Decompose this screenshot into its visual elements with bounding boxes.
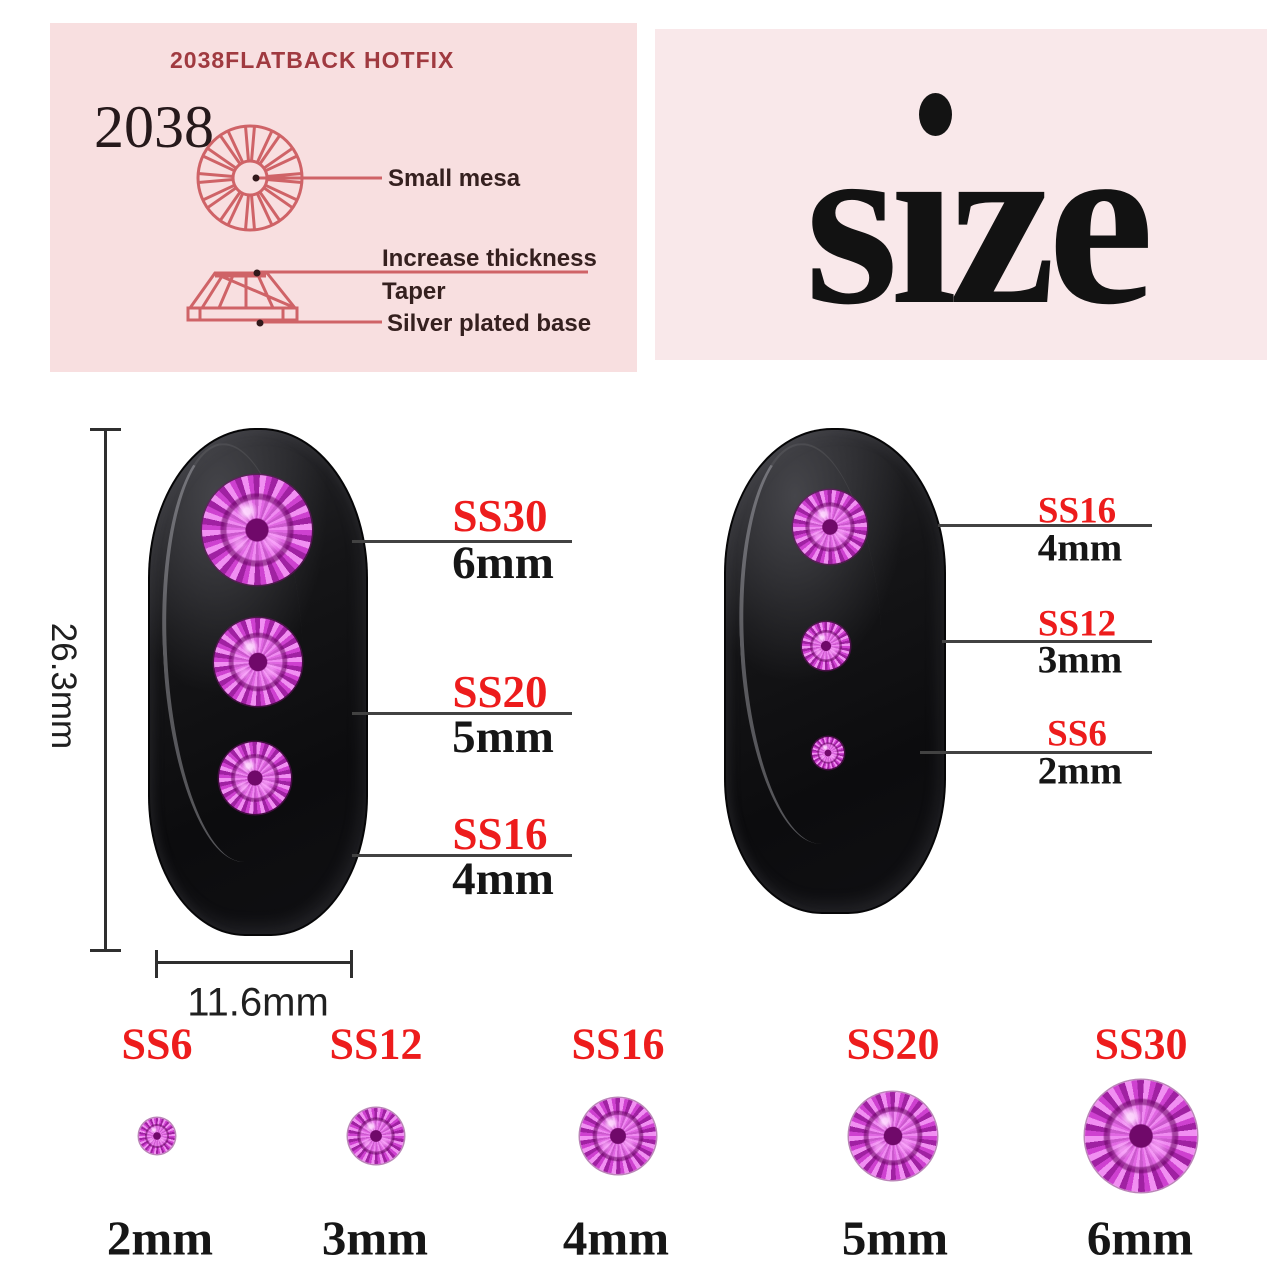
chart-code: SS12 [329, 1019, 423, 1069]
nail-height-value: 26.3mm [44, 622, 83, 750]
callout-code: SS20 [452, 667, 548, 717]
side-view-diagram [186, 271, 299, 322]
rhinestone-technical-diagram: Small mesa Increase thickness Taper Silv… [186, 124, 597, 337]
chart-code: SS6 [121, 1019, 193, 1069]
rhinestone-ss6 [812, 737, 844, 769]
callout-dots [252, 174, 264, 327]
size-title-panel: sıze [655, 29, 1267, 360]
chart-size: 4mm [562, 1210, 670, 1266]
callout-size: 4mm [1037, 526, 1123, 570]
rhinestone-ss16 [219, 742, 291, 814]
chart-size: 2mm [106, 1210, 214, 1266]
callout-size: 5mm [452, 711, 554, 763]
leader-line [352, 712, 572, 715]
chart-size: 5mm [841, 1210, 949, 1266]
chart-code: SS30 [1094, 1019, 1188, 1069]
leader-line [942, 640, 1152, 643]
callout-code: SS30 [452, 491, 548, 541]
rhinestone-ss16 [793, 490, 867, 564]
leader-line [352, 540, 572, 543]
callout-size: 4mm [452, 853, 554, 905]
chart-gem-ss12 [348, 1108, 404, 1164]
callout-code: SS16 [1037, 490, 1117, 532]
nail-width-value: 11.6mm [187, 980, 329, 1025]
chart-gem-ss20 [849, 1092, 937, 1180]
chart-gem-ss6 [139, 1118, 175, 1154]
size-title: sıze [805, 88, 1154, 354]
label-increase-thickness: Increase thickness [382, 245, 597, 272]
leader-line [352, 854, 572, 857]
callout-size: 2mm [1037, 749, 1123, 793]
callout-code: SS12 [1037, 603, 1117, 645]
chart-code: SS20 [846, 1019, 940, 1069]
chart-size: 6mm [1086, 1210, 1194, 1266]
chart-size: 3mm [321, 1210, 429, 1266]
model-number: 2038 [94, 94, 214, 160]
rhinestone-ss30 [202, 475, 312, 585]
rhinestone-ss20 [214, 618, 302, 706]
nail-width-dimension-line [155, 950, 353, 978]
chart-gem-ss30 [1085, 1080, 1197, 1192]
chart-code: SS16 [571, 1019, 665, 1069]
rhinestone-ss12 [802, 622, 850, 670]
callout-size: 3mm [1037, 638, 1123, 682]
label-taper: Taper [382, 278, 446, 305]
spec-panel: 2038FLATBACK HOTFIX 2038 Small mesa [50, 23, 637, 372]
label-small-mesa: Small mesa [388, 165, 521, 192]
callout-code: SS6 [1047, 713, 1107, 755]
label-silver-plated-base: Silver plated base [387, 310, 591, 337]
callout-size: 6mm [452, 537, 554, 589]
spec-panel-header: 2038FLATBACK HOTFIX [170, 47, 455, 73]
chart-gem-ss16 [580, 1098, 656, 1174]
leader-line [938, 524, 1152, 527]
leader-line [920, 751, 1152, 754]
callout-code: SS16 [452, 809, 548, 859]
callout-leader-lines [256, 176, 588, 324]
nail-height-dimension-line [90, 428, 121, 952]
i-dot-shape [919, 93, 952, 136]
